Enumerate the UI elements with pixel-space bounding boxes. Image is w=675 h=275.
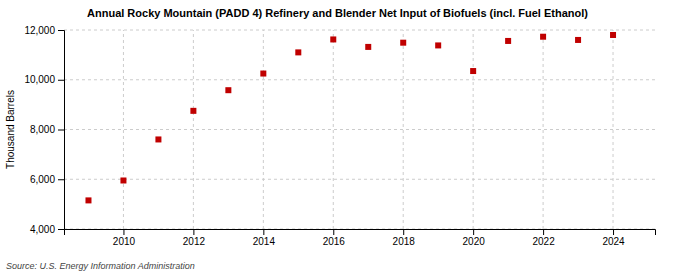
- point: [575, 37, 581, 43]
- x-tick-mark: [193, 229, 194, 235]
- y-tick-mark: [58, 130, 64, 131]
- x-tick: 2018: [393, 229, 416, 247]
- y-tick-mark: [58, 229, 64, 230]
- point: [365, 44, 371, 50]
- x-tick-label: 2016: [323, 236, 346, 247]
- annotation: Source: U.S. Energy Information Administ…: [6, 261, 195, 271]
- x-tick-mark: [473, 229, 474, 235]
- x-tick-label: 2012: [183, 236, 206, 247]
- y-tick: 6,000: [30, 174, 64, 185]
- grid-line-x: [543, 30, 544, 229]
- x-tick-label: 2022: [532, 236, 555, 247]
- point: [330, 36, 336, 42]
- point: [505, 38, 511, 44]
- y-tick-label: 12,000: [24, 25, 55, 36]
- title: Annual Rocky Mountain (PADD 4) Refinery …: [87, 7, 588, 19]
- x-tick: 2016: [323, 229, 346, 247]
- x-tick-label: 2010: [113, 236, 136, 247]
- x-tick-label: 2014: [253, 236, 276, 247]
- grid-line-x: [123, 30, 124, 229]
- x-tick-label: 2024: [602, 236, 625, 247]
- y-tick: 10,000: [24, 74, 64, 85]
- y-tick: 12,000: [24, 25, 64, 36]
- chart-container: 2010 2012 2014 2016 2018 2020 2022 2024 4,000 6,0…: [0, 0, 675, 275]
- y-axis-title: Thousand Barrels: [5, 90, 16, 169]
- y-tick-mark: [58, 179, 64, 180]
- grid: [64, 30, 655, 229]
- point: [610, 32, 616, 38]
- x-tick-mark: [613, 229, 614, 235]
- x-tick-mark: [123, 229, 124, 235]
- y-tick-mark: [58, 80, 64, 81]
- point: [295, 49, 301, 55]
- x-tick: 2014: [253, 229, 276, 247]
- y-tick: 8,000: [30, 124, 64, 135]
- x-axis-line: [65, 230, 656, 236]
- x-tick-mark: [263, 229, 264, 235]
- point: [540, 34, 546, 40]
- grid-line-y: [64, 179, 655, 180]
- y-tick-mark: [58, 30, 64, 31]
- plot-area: [85, 32, 616, 203]
- y-axis: 4,000 6,000 8,000 10,000 12,000: [24, 25, 64, 235]
- grid-line-y: [64, 30, 655, 31]
- x-tick-label: 2018: [393, 236, 416, 247]
- grid-line-x: [333, 30, 334, 229]
- y-tick-label: 8,000: [30, 124, 55, 135]
- x-tick-label: 2020: [463, 236, 486, 247]
- y-axis-line: [58, 31, 65, 230]
- y-tick-label: 10,000: [24, 74, 55, 85]
- x-tick: 2012: [183, 229, 206, 247]
- x-tick-mark: [403, 229, 404, 235]
- y-tick-label: 4,000: [30, 224, 55, 235]
- point: [120, 177, 126, 183]
- point: [260, 71, 266, 77]
- point: [225, 87, 231, 93]
- point: [470, 68, 476, 74]
- y-tick: 4,000: [30, 224, 64, 235]
- grid-line-y: [64, 79, 655, 80]
- x-tick: 2010: [113, 229, 136, 247]
- point: [155, 136, 161, 142]
- point: [190, 108, 196, 114]
- grid-line-x: [193, 30, 194, 229]
- x-tick-mark: [333, 229, 334, 235]
- chart-svg: 2010 2012 2014 2016 2018 2020 2022 2024 4,000 6,0…: [0, 0, 675, 275]
- y-tick-label: 6,000: [30, 174, 55, 185]
- x-tick: 2022: [532, 229, 555, 247]
- x-tick-mark: [543, 229, 544, 235]
- point: [85, 197, 91, 203]
- grid-line-y: [64, 129, 655, 130]
- x-axis: 2010 2012 2014 2016 2018 2020 2022 2024: [65, 229, 656, 247]
- x-tick: 2020: [463, 229, 486, 247]
- x-tick: 2024: [602, 229, 625, 247]
- point: [435, 42, 441, 48]
- point: [400, 40, 406, 46]
